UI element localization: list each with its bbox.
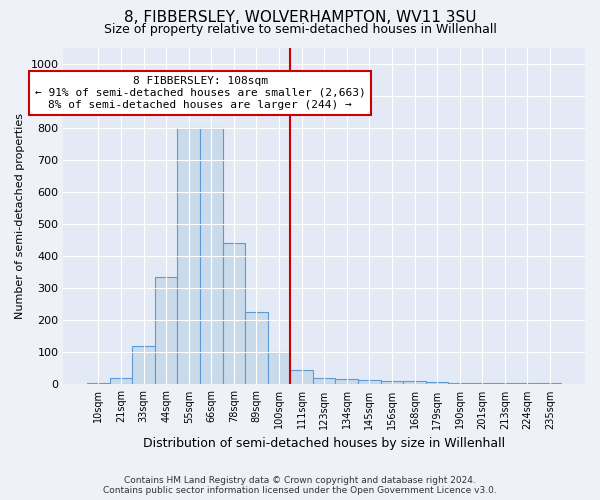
Bar bbox=[516, 383, 539, 384]
Y-axis label: Number of semi-detached properties: Number of semi-detached properties bbox=[15, 113, 25, 319]
Text: 8, FIBBERSLEY, WOLVERHAMPTON, WV11 3SU: 8, FIBBERSLEY, WOLVERHAMPTON, WV11 3SU bbox=[124, 10, 476, 25]
Bar bbox=[448, 383, 471, 384]
Bar bbox=[494, 383, 516, 384]
Bar bbox=[178, 128, 200, 384]
Bar bbox=[471, 383, 494, 384]
Bar bbox=[132, 346, 155, 385]
Bar bbox=[313, 378, 335, 384]
Bar bbox=[358, 380, 380, 384]
Bar bbox=[335, 378, 358, 384]
Bar bbox=[110, 378, 132, 384]
Text: 8 FIBBERSLEY: 108sqm
← 91% of semi-detached houses are smaller (2,663)
8% of sem: 8 FIBBERSLEY: 108sqm ← 91% of semi-detac… bbox=[35, 76, 365, 110]
Bar bbox=[268, 352, 290, 384]
Text: Contains HM Land Registry data © Crown copyright and database right 2024.
Contai: Contains HM Land Registry data © Crown c… bbox=[103, 476, 497, 495]
Bar bbox=[200, 128, 223, 384]
Bar bbox=[290, 370, 313, 384]
Bar bbox=[223, 243, 245, 384]
Bar bbox=[539, 383, 561, 384]
Bar bbox=[155, 277, 178, 384]
X-axis label: Distribution of semi-detached houses by size in Willenhall: Distribution of semi-detached houses by … bbox=[143, 437, 505, 450]
Bar bbox=[426, 382, 448, 384]
Bar bbox=[245, 312, 268, 384]
Bar bbox=[87, 383, 110, 384]
Text: Size of property relative to semi-detached houses in Willenhall: Size of property relative to semi-detach… bbox=[104, 22, 496, 36]
Bar bbox=[403, 381, 426, 384]
Bar bbox=[380, 380, 403, 384]
